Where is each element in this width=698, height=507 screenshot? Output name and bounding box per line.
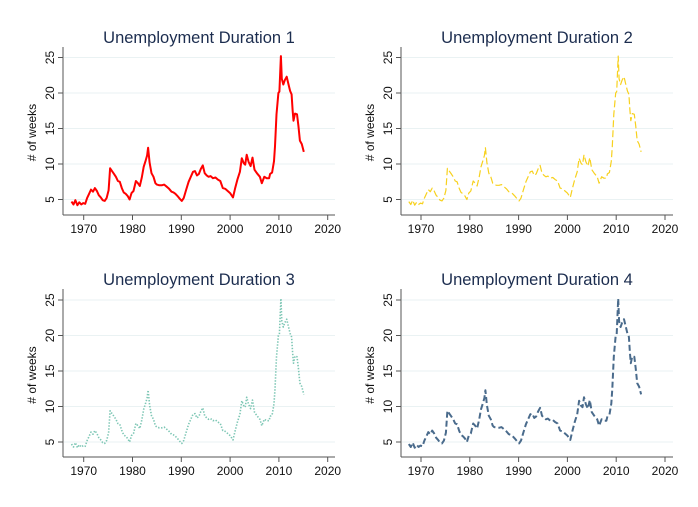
panel-title: Unemployment Duration 2 [441, 29, 633, 47]
gridlines [402, 299, 673, 443]
y-ticks: 5 10 15 20 25 [43, 51, 63, 203]
x-tick-label: 2000 [217, 222, 244, 236]
x-tick-label: 1990 [168, 222, 195, 236]
panel-title: Unemployment Duration 4 [441, 271, 633, 289]
x-ticks: 1970 1980 1990 2000 2010 2020 [70, 215, 341, 236]
y-tick-label: 20 [381, 86, 395, 100]
x-tick-label: 2020 [652, 222, 679, 236]
y-tick-label: 25 [381, 51, 395, 65]
axes [62, 47, 335, 216]
y-tick-label: 15 [381, 364, 395, 378]
x-tick-label: 2010 [603, 222, 630, 236]
y-tick-label: 10 [381, 157, 395, 171]
y-tick-label: 5 [381, 438, 395, 445]
y-tick-label: 5 [43, 196, 57, 203]
y-tick-label: 10 [43, 157, 57, 171]
series-line-duration-4 [407, 297, 643, 449]
axes [400, 47, 673, 216]
panel-4: Unemployment Duration 4 5 10 15 20 25 [363, 271, 679, 478]
gridlines [64, 299, 335, 443]
y-ticks: 5 10 15 20 25 [381, 51, 401, 203]
y-tick-label: 20 [43, 329, 57, 343]
y-tick-label: 10 [381, 400, 395, 414]
y-axis-label: # of weeks [363, 346, 377, 403]
y-ticks: 5 10 15 20 25 [381, 293, 401, 445]
y-tick-label: 5 [43, 438, 57, 445]
series-line-duration-2 [408, 55, 642, 206]
x-tick-label: 2000 [554, 464, 581, 478]
x-tick-label: 1990 [168, 464, 195, 478]
x-ticks: 1970 1980 1990 2000 2010 2020 [408, 457, 679, 478]
y-tick-label: 15 [43, 364, 57, 378]
x-tick-label: 1980 [119, 222, 146, 236]
x-tick-label: 2020 [314, 464, 341, 478]
series-line-duration-1 [70, 55, 305, 207]
x-ticks: 1970 1980 1990 2000 2010 2020 [70, 457, 341, 478]
x-tick-label: 1970 [70, 464, 97, 478]
x-tick-label: 2000 [554, 222, 581, 236]
x-tick-label: 1970 [408, 464, 435, 478]
y-tick-label: 25 [43, 293, 57, 307]
axes [62, 289, 335, 458]
axes [400, 289, 673, 458]
y-tick-label: 25 [381, 293, 395, 307]
panel-title: Unemployment Duration 1 [103, 29, 295, 47]
x-tick-label: 1970 [408, 222, 435, 236]
y-axis-label: # of weeks [363, 104, 377, 161]
y-tick-label: 20 [381, 329, 395, 343]
x-tick-label: 1990 [505, 222, 532, 236]
x-tick-label: 2020 [652, 464, 679, 478]
y-tick-label: 15 [43, 122, 57, 136]
x-tick-label: 1980 [456, 464, 483, 478]
x-ticks: 1970 1980 1990 2000 2010 2020 [408, 215, 679, 236]
panel-2: Unemployment Duration 2 5 10 15 20 25 [363, 29, 679, 236]
y-tick-label: 5 [381, 196, 395, 203]
y-tick-label: 10 [43, 400, 57, 414]
x-tick-label: 2000 [217, 464, 244, 478]
y-tick-label: 20 [43, 86, 57, 100]
y-axis-label: # of weeks [25, 104, 39, 161]
x-tick-label: 2010 [603, 464, 630, 478]
x-tick-label: 2020 [314, 222, 341, 236]
x-tick-label: 1990 [505, 464, 532, 478]
x-tick-label: 1970 [70, 222, 97, 236]
x-tick-label: 1980 [119, 464, 146, 478]
panel-3: Unemployment Duration 3 5 10 15 20 25 [25, 271, 341, 478]
panel-1: Unemployment Duration 1 5 10 15 20 25 [25, 29, 341, 236]
x-tick-label: 2010 [266, 222, 293, 236]
series-line-duration-3 [70, 297, 305, 449]
y-tick-label: 15 [381, 122, 395, 136]
x-tick-label: 1980 [456, 222, 483, 236]
y-ticks: 5 10 15 20 25 [43, 293, 63, 445]
y-axis-label: # of weeks [25, 346, 39, 403]
panel-title: Unemployment Duration 3 [103, 271, 295, 289]
y-tick-label: 25 [43, 51, 57, 65]
gridlines [64, 57, 335, 200]
x-tick-label: 2010 [266, 464, 293, 478]
